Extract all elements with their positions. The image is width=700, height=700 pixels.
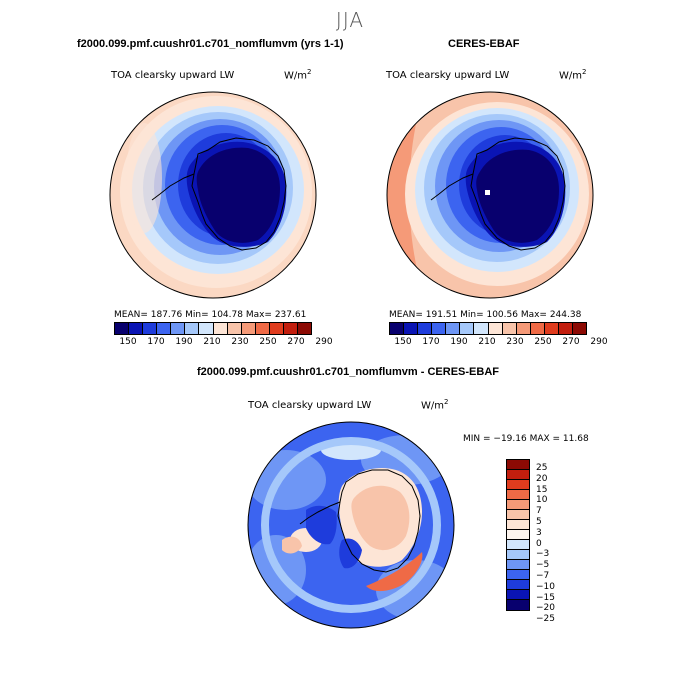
colorbar-swatch <box>507 580 529 590</box>
colorbar-swatch <box>404 323 419 334</box>
colorbar-swatch <box>255 323 270 334</box>
colorbar-tick-label: 290 <box>315 337 333 347</box>
colorbar-swatch <box>573 323 587 334</box>
colorbar-swatch <box>507 600 529 610</box>
colorbar-tick-label: 230 <box>506 337 524 347</box>
colorbar-swatch <box>507 490 529 500</box>
colorbar-tick-label: 270 <box>562 337 580 347</box>
colorbar-swatch <box>502 323 517 334</box>
colorbar-tick-label: 270 <box>287 337 305 347</box>
colorbar-tick-label: 290 <box>590 337 608 347</box>
colorbar-tick-label: 20 <box>536 473 548 484</box>
diff-colorbar-ticks: 25 20 15 10 7 5 3 0 −3 −5 −7 −10 −15 −20 −25 <box>536 459 576 625</box>
obs-colorbar <box>389 322 587 335</box>
colorbar-tick-label: 210 <box>203 337 221 347</box>
colorbar-swatch <box>171 323 186 334</box>
colorbar-swatch <box>157 323 172 334</box>
colorbar-swatch <box>460 323 475 334</box>
colorbar-tick-label: 250 <box>259 337 277 347</box>
colorbar-swatch <box>558 323 574 334</box>
colorbar-swatch <box>418 323 433 334</box>
colorbar-tick-label: 25 <box>536 463 548 473</box>
model-variable-label: TOA clearsky upward LW <box>111 70 235 81</box>
colorbar-swatch <box>507 510 529 520</box>
colorbar-swatch <box>516 323 531 334</box>
obs-panel-title: CERES-EBAF <box>448 38 520 50</box>
model-colorbar <box>114 322 312 335</box>
colorbar-tick-label: 170 <box>422 337 440 347</box>
colorbar-swatch <box>115 323 130 334</box>
colorbar-tick-label: −5 <box>536 560 550 571</box>
colorbar-tick-label: 10 <box>536 495 548 506</box>
colorbar-swatch <box>507 550 529 560</box>
colorbar-swatch <box>185 323 200 334</box>
colorbar-swatch <box>507 590 529 600</box>
colorbar-swatch <box>507 480 529 490</box>
obs-variable-label: TOA clearsky upward LW <box>386 70 510 81</box>
colorbar-swatch <box>474 323 489 334</box>
colorbar-tick-label: 150 <box>119 337 137 347</box>
colorbar-swatch <box>269 323 284 334</box>
colorbar-swatch <box>129 323 144 334</box>
colorbar-swatch <box>507 500 529 510</box>
colorbar-swatch <box>213 323 228 334</box>
colorbar-swatch <box>507 470 529 480</box>
colorbar-tick-label: 15 <box>536 484 548 495</box>
colorbar-swatch <box>488 323 503 334</box>
colorbar-swatch <box>199 323 214 334</box>
colorbar-tick-label: 250 <box>534 337 552 347</box>
obs-stats: MEAN= 191.51 Min= 100.56 Max= 244.38 <box>389 310 582 320</box>
model-panel-title: f2000.099.pmf.cuushr01.c701_nomflumvm (y… <box>77 38 344 50</box>
obs-units-label: W/m2 <box>559 68 587 82</box>
obs-colorbar-ticks: 150 170 190 210 230 250 270 290 <box>389 337 607 349</box>
colorbar-swatch <box>283 323 299 334</box>
diff-colorbar <box>506 459 530 611</box>
diff-polar-map <box>247 421 455 629</box>
colorbar-swatch <box>507 460 529 470</box>
colorbar-swatch <box>241 323 256 334</box>
colorbar-tick-label: −25 <box>536 614 555 625</box>
colorbar-tick-label: 0 <box>536 538 542 549</box>
colorbar-swatch <box>507 540 529 550</box>
colorbar-swatch <box>507 570 529 580</box>
colorbar-swatch <box>446 323 461 334</box>
diff-stats: MIN = −19.16 MAX = 11.68 <box>463 434 589 444</box>
colorbar-swatch <box>143 323 158 334</box>
colorbar-swatch <box>544 323 559 334</box>
colorbar-tick-label: 5 <box>536 517 542 527</box>
colorbar-tick-label: 230 <box>231 337 249 347</box>
model-colorbar-ticks: 150 170 190 210 230 250 270 290 <box>114 337 332 349</box>
colorbar-tick-label: 170 <box>147 337 165 347</box>
colorbar-swatch <box>507 520 529 530</box>
model-polar-map <box>109 91 317 299</box>
colorbar-tick-label: 190 <box>175 337 193 347</box>
colorbar-swatch <box>390 323 405 334</box>
colorbar-swatch <box>227 323 242 334</box>
diff-panel-title: f2000.099.pmf.cuushr01.c701_nomflumvm - … <box>197 366 499 378</box>
colorbar-tick-label: 3 <box>536 527 542 538</box>
model-stats: MEAN= 187.76 Min= 104.78 Max= 237.61 <box>114 310 307 320</box>
colorbar-tick-label: 190 <box>450 337 468 347</box>
colorbar-swatch <box>507 560 529 570</box>
season-title: JJA <box>335 8 365 32</box>
obs-polar-map <box>386 91 594 299</box>
colorbar-tick-label: −10 <box>536 581 555 592</box>
colorbar-swatch <box>298 323 312 334</box>
colorbar-tick-label: −20 <box>536 603 555 614</box>
colorbar-swatch <box>507 530 529 540</box>
diff-variable-label: TOA clearsky upward LW <box>248 400 372 411</box>
diff-units-label: W/m2 <box>421 398 449 412</box>
colorbar-tick-label: −3 <box>536 549 550 560</box>
model-units-label: W/m2 <box>284 68 312 82</box>
colorbar-swatch <box>432 323 447 334</box>
colorbar-tick-label: 150 <box>394 337 412 347</box>
colorbar-tick-label: −15 <box>536 592 555 603</box>
colorbar-swatch <box>530 323 545 334</box>
colorbar-tick-label: 210 <box>478 337 496 347</box>
colorbar-tick-label: 7 <box>536 506 542 517</box>
colorbar-tick-label: −7 <box>536 571 550 581</box>
